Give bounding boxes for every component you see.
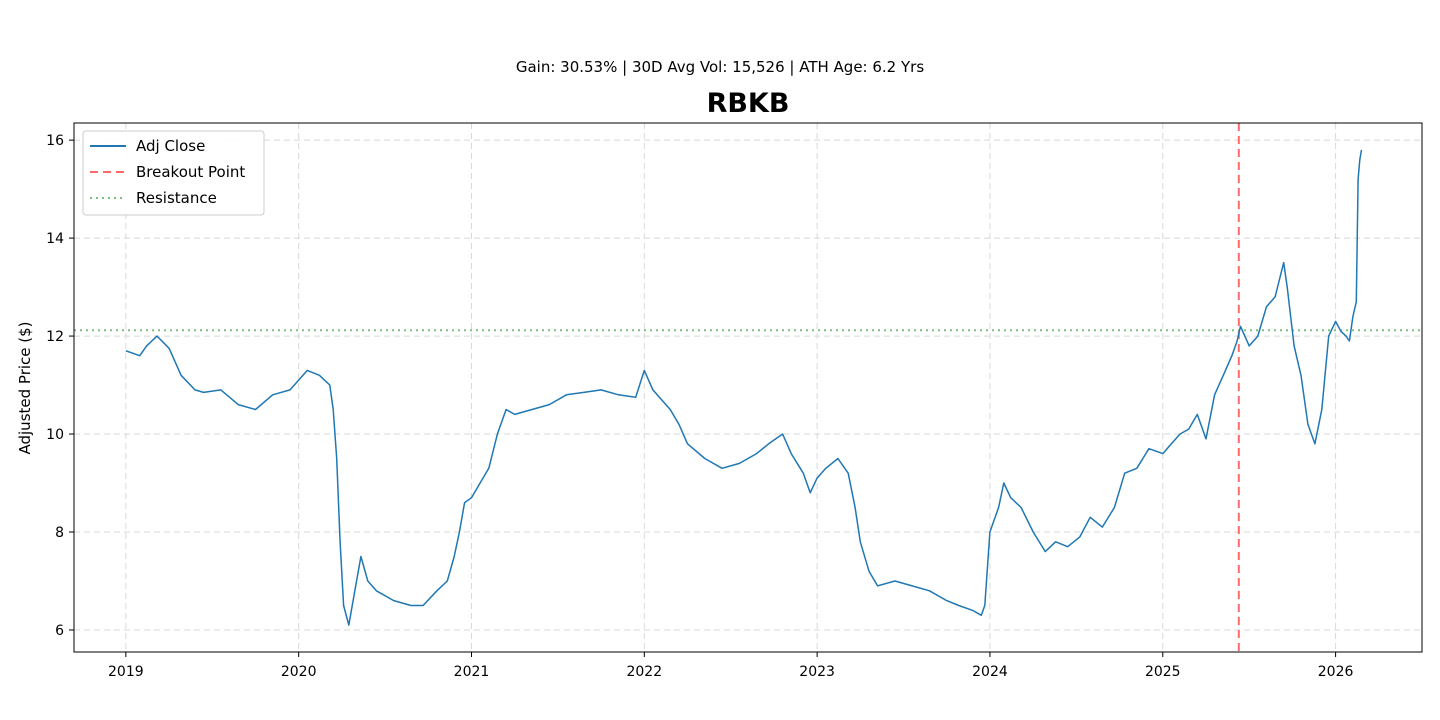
x-tick-label: 2023 <box>799 664 835 680</box>
reference-lines <box>74 123 1422 652</box>
x-tick-label: 2019 <box>108 664 144 680</box>
adj-close-line <box>125 149 1363 626</box>
y-tick-label: 6 <box>55 623 64 639</box>
grid-lines <box>74 123 1422 652</box>
chart-subtitle: Gain: 30.53% | 30D Avg Vol: 15,526 | ATH… <box>516 58 924 76</box>
x-tick-label: 2024 <box>972 664 1008 680</box>
plot-frame <box>73 122 1423 653</box>
y-axis-label: Adjusted Price ($) <box>16 321 34 454</box>
legend-label: Adj Close <box>136 137 205 155</box>
y-tick-label: 10 <box>46 427 64 443</box>
x-tick-label: 2026 <box>1318 664 1354 680</box>
chart-title: RBKB <box>707 88 790 119</box>
x-tick-label: 2022 <box>626 664 662 680</box>
x-tick-label: 2020 <box>281 664 317 680</box>
axis-ticks: 2019 2020 2021 2022 2023 2024 2025 2026 6 8 10 12 14… <box>46 133 1353 680</box>
y-tick-label: 12 <box>46 329 64 345</box>
legend-label: Resistance <box>136 189 217 207</box>
y-tick-label: 14 <box>46 231 64 247</box>
x-tick-label: 2025 <box>1145 664 1181 680</box>
legend-label: Breakout Point <box>136 163 245 181</box>
y-tick-label: 8 <box>55 525 64 541</box>
x-tick-label: 2021 <box>454 664 490 680</box>
legend-box <box>82 130 265 216</box>
y-tick-label: 16 <box>46 133 64 149</box>
legend: Adj Close Breakout Point Resistance <box>82 130 265 216</box>
series-layer <box>125 149 1363 626</box>
